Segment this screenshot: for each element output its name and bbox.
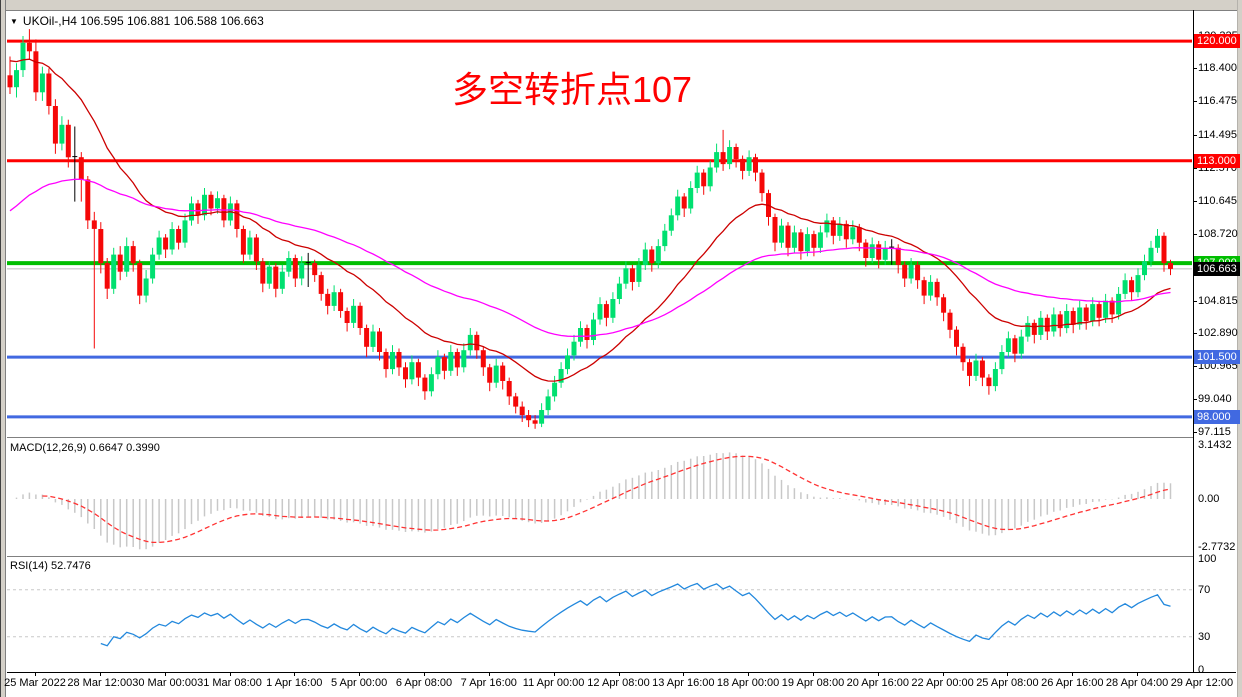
rsi-tick-label: 100 <box>1198 553 1217 565</box>
time-tick-label: 12 Apr 08:00 <box>587 677 650 689</box>
time-tick-label: 28 Mar 12:00 <box>67 677 133 689</box>
price-tick-label: 99.040 <box>1198 393 1232 406</box>
rsi-tick-label: 0 <box>1198 664 1205 676</box>
time-tick-mark <box>942 672 944 676</box>
level-price-box: 101.500 <box>1194 350 1240 365</box>
time-tick-mark <box>229 672 231 676</box>
time-tick-mark <box>748 672 750 676</box>
macd-tick-label: 3.1432 <box>1198 438 1232 451</box>
time-tick-mark <box>553 672 555 676</box>
price-tick-label: 114.495 <box>1198 129 1237 142</box>
window-left-edge <box>0 0 6 697</box>
time-tick-label: 19 Apr 08:00 <box>781 677 845 689</box>
time-tick-mark <box>359 672 361 676</box>
level-price-box: 98.000 <box>1194 409 1240 424</box>
price-tick-label: 108.720 <box>1198 227 1238 240</box>
price-tick-mark <box>1193 135 1197 137</box>
time-tick-mark <box>877 672 879 676</box>
time-tick-mark <box>164 672 166 676</box>
time-tick-label: 28 Apr 04:00 <box>1105 677 1169 689</box>
price-tick-label: 118.400 <box>1198 62 1237 75</box>
time-tick-label: 20 Apr 16:00 <box>846 677 909 689</box>
time-tick-mark <box>683 672 685 676</box>
window-top-edge <box>0 0 1242 11</box>
candles-layer <box>7 29 1173 429</box>
price-tick-label: 110.645 <box>1198 194 1237 207</box>
time-tick-label: 22 Apr 00:00 <box>911 677 974 689</box>
time-tick-mark <box>1007 672 1009 676</box>
time-tick-label: 5 Apr 00:00 <box>330 677 388 689</box>
time-tick-label: 1 Apr 16:00 <box>266 677 323 689</box>
rsi-line <box>100 582 1171 647</box>
price-tick-label: 97.115 <box>1198 426 1231 438</box>
price-tick-mark <box>1193 333 1197 335</box>
price-tick-label: 102.890 <box>1198 327 1238 340</box>
time-axis-border <box>7 672 1236 673</box>
price-tick-label: 104.815 <box>1198 294 1238 307</box>
price-tick-mark <box>1193 233 1197 235</box>
price-tick-mark <box>1193 366 1197 368</box>
price-tick-mark <box>1193 399 1197 401</box>
price-tick-label: 116.475 <box>1198 95 1237 108</box>
price-tick-mark <box>1193 300 1197 302</box>
rsi-tick-label: 70 <box>1198 583 1211 596</box>
ma-fast-line <box>9 58 1171 382</box>
macd-indicator-label: MACD(12,26,9) 0.6647 0.3990 <box>10 442 160 454</box>
rsi-indicator-label: RSI(14) 52.7476 <box>10 560 91 572</box>
time-tick-mark <box>99 672 101 676</box>
chart-title: ▼ UKOil-,H4 106.595 106.881 106.588 106.6… <box>10 14 264 28</box>
window-right-edge <box>1237 0 1242 697</box>
time-tick-mark <box>618 672 620 676</box>
time-tick-mark <box>1072 672 1074 676</box>
time-tick-label: 30 Mar 00:00 <box>132 677 198 689</box>
price-tick-mark <box>1193 168 1197 169</box>
ma-slow-line <box>9 178 1171 338</box>
time-tick-label: 11 Apr 00:00 <box>522 677 585 689</box>
time-tick-label: 26 Apr 16:00 <box>1041 677 1104 689</box>
time-tick-mark <box>294 672 296 676</box>
price-axis-border <box>1193 10 1194 672</box>
time-tick-mark <box>813 672 814 676</box>
time-tick-label: 25 Apr 08:00 <box>976 677 1039 689</box>
time-tick-label: 13 Apr 16:00 <box>652 677 715 689</box>
macd-signal-line <box>42 455 1171 544</box>
price-tick-mark <box>1193 432 1197 433</box>
level-price-box: 120.000 <box>1194 34 1240 49</box>
macd-rsi-separator[interactable] <box>7 556 1193 560</box>
time-tick-label: 29 Apr 12:00 <box>1170 677 1234 689</box>
chart-annotation-text[interactable]: 多空转折点107 <box>452 69 693 110</box>
main-macd-separator[interactable] <box>7 437 1193 441</box>
price-tick-mark <box>1193 68 1197 70</box>
chart-title-text: UKOil-,H4 106.595 106.881 106.588 106.66… <box>22 14 264 28</box>
time-tick-label: 25 Mar 2022 <box>4 677 66 689</box>
macd-histogram <box>15 452 1172 550</box>
collapse-triangle-icon[interactable]: ▼ <box>10 17 18 26</box>
price-tick-mark <box>1193 200 1197 202</box>
level-price-box: 113.000 <box>1194 153 1240 168</box>
time-tick-label: 7 Apr 16:00 <box>460 677 517 689</box>
time-tick-label: 6 Apr 08:00 <box>395 677 453 689</box>
time-tick-label: 31 Mar 08:00 <box>197 677 262 689</box>
time-tick-mark <box>1137 672 1139 676</box>
macd-tick-label: 0.00 <box>1198 493 1220 505</box>
time-tick-mark <box>424 672 425 676</box>
rsi-tick-label: 30 <box>1198 630 1211 643</box>
time-tick-mark <box>488 672 490 676</box>
macd-tick-label: -2.7732 <box>1198 540 1236 553</box>
current-price-box: 106.663 <box>1194 261 1240 276</box>
time-tick-mark <box>35 672 36 676</box>
time-tick-label: 18 Apr 00:00 <box>716 677 780 689</box>
price-tick-mark <box>1193 101 1197 103</box>
